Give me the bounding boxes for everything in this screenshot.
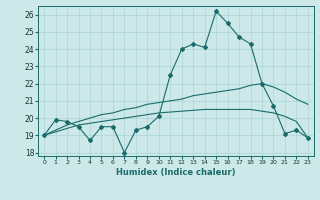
X-axis label: Humidex (Indice chaleur): Humidex (Indice chaleur) [116, 168, 236, 177]
